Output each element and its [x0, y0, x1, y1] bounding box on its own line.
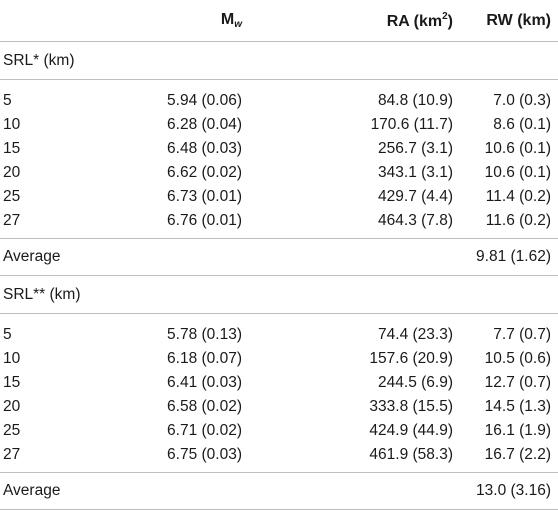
cell-ra: 84.8 (10.9)	[378, 92, 453, 109]
cell-srl: 20	[3, 164, 21, 181]
cell-rw: 12.7 (0.7)	[484, 374, 551, 391]
cell-ra: 424.9 (44.9)	[369, 422, 453, 439]
section-label: SRL* (km)	[0, 41, 558, 80]
cell-mw: 6.62 (0.02)	[167, 164, 242, 181]
average-label: Average	[0, 472, 118, 510]
cell-mw: 6.58 (0.02)	[167, 398, 242, 415]
cell-rw: 16.1 (1.9)	[484, 422, 551, 439]
cell-mw: 6.76 (0.01)	[167, 212, 242, 229]
cell-ra-empty	[249, 472, 460, 510]
cell-mw: 6.71 (0.02)	[167, 422, 242, 439]
header-empty	[0, 0, 118, 42]
cell-mw: 6.28 (0.04)	[167, 116, 242, 133]
table-row: 27 6.76 (0.01) 464.3 (7.8) 11.6 (0.2)	[0, 209, 558, 239]
cell-srl: 25	[3, 422, 21, 439]
average-row: Average 13.0 (3.16)	[0, 472, 558, 510]
section-header-srl-star: SRL* (km)	[0, 41, 558, 80]
table-row: 25 6.71 (0.02) 424.9 (44.9) 16.1 (1.9)	[0, 419, 558, 443]
cell-mw: 6.73 (0.01)	[167, 188, 242, 205]
cell-ra: 74.4 (23.3)	[378, 326, 453, 343]
cell-rw: 8.6 (0.1)	[493, 116, 551, 133]
table-row: 10 6.18 (0.07) 157.6 (20.9) 10.5 (0.6)	[0, 347, 558, 371]
table-row: 25 6.73 (0.01) 429.7 (4.4) 11.4 (0.2)	[0, 185, 558, 209]
cell-rw: 7.7 (0.7)	[493, 326, 551, 343]
average-rw: 13.0 (3.16)	[460, 472, 558, 510]
cell-ra: 170.6 (11.7)	[370, 116, 453, 133]
cell-srl: 5	[3, 326, 12, 343]
table-row: 20 6.58 (0.02) 333.8 (15.5) 14.5 (1.3)	[0, 395, 558, 419]
cell-mw: 6.48 (0.03)	[167, 140, 242, 157]
header-rw: RW (km)	[460, 0, 558, 42]
average-row: Average 9.81 (1.62)	[0, 238, 558, 276]
cell-ra: 343.1 (3.1)	[378, 164, 453, 181]
cell-rw: 11.6 (0.2)	[485, 212, 551, 229]
cell-ra: 256.7 (3.1)	[378, 140, 453, 157]
table-row: 5 5.94 (0.06) 84.8 (10.9) 7.0 (0.3)	[0, 80, 558, 114]
cell-srl: 5	[3, 92, 12, 109]
cell-mw-empty	[118, 472, 249, 510]
cell-rw: 10.6 (0.1)	[484, 164, 551, 181]
cell-mw: 6.18 (0.07)	[167, 350, 242, 367]
cell-rw: 11.4 (0.2)	[485, 188, 551, 205]
cell-ra: 333.8 (15.5)	[369, 398, 453, 415]
cell-srl: 10	[3, 116, 21, 133]
section-label: SRL** (km)	[0, 275, 558, 314]
cell-rw: 10.6 (0.1)	[484, 140, 551, 157]
header-mw: Mw	[118, 0, 249, 42]
cell-srl: 15	[3, 374, 21, 391]
table-row: 5 5.78 (0.13) 74.4 (23.3) 7.7 (0.7)	[0, 314, 558, 348]
cell-srl: 15	[3, 140, 21, 157]
cell-ra: 157.6 (20.9)	[369, 350, 453, 367]
cell-srl: 20	[3, 398, 21, 415]
cell-srl: 10	[3, 350, 21, 367]
cell-ra: 244.5 (6.9)	[378, 374, 453, 391]
header-ra: RA (km2)	[249, 0, 460, 42]
section-header-srl-double-star: SRL** (km)	[0, 275, 558, 314]
cell-mw: 5.94 (0.06)	[167, 92, 242, 109]
cell-mw: 5.78 (0.13)	[167, 326, 242, 343]
cell-rw: 10.5 (0.6)	[484, 350, 551, 367]
cell-ra-empty	[249, 238, 460, 276]
cell-rw: 14.5 (1.3)	[484, 398, 551, 415]
table-row: 15 6.41 (0.03) 244.5 (6.9) 12.7 (0.7)	[0, 371, 558, 395]
average-label: Average	[0, 238, 118, 276]
average-rw: 9.81 (1.62)	[460, 238, 558, 276]
cell-mw-empty	[118, 238, 249, 276]
table-row: 15 6.48 (0.03) 256.7 (3.1) 10.6 (0.1)	[0, 137, 558, 161]
cell-srl: 25	[3, 188, 21, 205]
cell-ra: 464.3 (7.8)	[378, 212, 453, 229]
table-row: 10 6.28 (0.04) 170.6 (11.7) 8.6 (0.1)	[0, 113, 558, 137]
cell-srl: 27	[3, 212, 21, 229]
header-row: Mw RA (km2) RW (km)	[0, 0, 558, 42]
table-row: 20 6.62 (0.02) 343.1 (3.1) 10.6 (0.1)	[0, 161, 558, 185]
cell-mw: 6.41 (0.03)	[167, 374, 242, 391]
cell-rw: 7.0 (0.3)	[493, 92, 551, 109]
cell-ra: 429.7 (4.4)	[378, 188, 453, 205]
